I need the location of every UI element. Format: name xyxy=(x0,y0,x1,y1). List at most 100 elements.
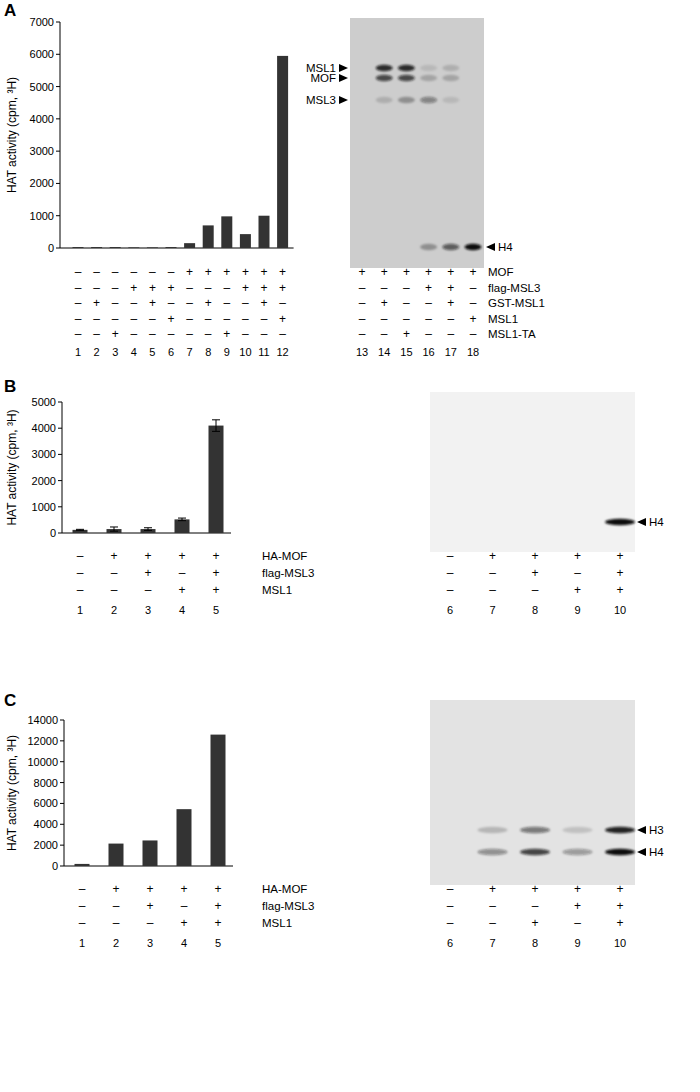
arrow xyxy=(486,243,495,251)
sign: – xyxy=(425,327,432,341)
sign: – xyxy=(130,296,137,310)
lane-number: 18 xyxy=(467,346,479,358)
y-tick xyxy=(56,215,60,216)
bar xyxy=(128,247,139,248)
sign: + xyxy=(212,583,219,597)
panel-letter: B xyxy=(4,377,16,396)
sign: + xyxy=(214,899,221,913)
lane-number: 10 xyxy=(239,346,251,358)
sign: + xyxy=(242,265,249,279)
sign: – xyxy=(149,312,156,326)
bar xyxy=(143,840,158,866)
axis-title: HAT activity (cpm, ³H) xyxy=(5,735,19,851)
sign: + xyxy=(180,916,187,930)
sign: – xyxy=(75,327,82,341)
sign: + xyxy=(223,327,230,341)
lane-number: 8 xyxy=(532,604,538,616)
band xyxy=(478,827,508,833)
y-tick-label: 4000 xyxy=(32,422,56,434)
sign: – xyxy=(168,265,175,279)
sign: – xyxy=(77,549,84,563)
sign: – xyxy=(186,327,193,341)
sign: – xyxy=(447,312,454,326)
y-tick xyxy=(60,866,64,867)
lane-number: 16 xyxy=(422,346,434,358)
band-label: H4 xyxy=(649,516,664,528)
y-tick-label: 2000 xyxy=(34,839,58,851)
y-tick-label: 1000 xyxy=(32,501,56,513)
lane-number: 8 xyxy=(532,937,538,949)
sign: – xyxy=(261,312,268,326)
sign: – xyxy=(186,296,193,310)
band xyxy=(478,849,508,855)
band xyxy=(520,519,550,525)
error-bar xyxy=(76,529,84,530)
sign: + xyxy=(110,549,117,563)
sign: + xyxy=(205,296,212,310)
y-tick-label: 3000 xyxy=(32,448,56,460)
lane-number: 9 xyxy=(224,346,230,358)
sign: – xyxy=(205,281,212,295)
bar xyxy=(209,426,224,533)
panel-letter: C xyxy=(4,691,16,710)
sign: + xyxy=(279,265,286,279)
band-label: MSL3 xyxy=(306,94,336,106)
sign: + xyxy=(112,327,119,341)
row-label: MSL1 xyxy=(488,313,518,325)
y-tick xyxy=(60,824,64,825)
sign: – xyxy=(403,312,410,326)
sign: + xyxy=(260,281,267,295)
sign: – xyxy=(403,281,410,295)
lane-number: 4 xyxy=(131,346,137,358)
y-axis xyxy=(62,402,63,533)
y-tick-label: 10000 xyxy=(27,756,58,768)
y-tick xyxy=(60,720,64,721)
band-label: H4 xyxy=(498,241,513,253)
y-tick xyxy=(60,845,64,846)
sign: – xyxy=(447,899,454,913)
sign: – xyxy=(447,916,454,930)
band xyxy=(420,65,437,71)
lane-number: 3 xyxy=(112,346,118,358)
sign: + xyxy=(144,549,151,563)
y-tick-label: 2000 xyxy=(30,177,54,189)
band xyxy=(354,75,371,81)
band xyxy=(435,827,465,833)
sign: – xyxy=(111,566,118,580)
sign: – xyxy=(168,296,175,310)
band xyxy=(376,75,393,81)
y-tick xyxy=(56,86,60,87)
bars xyxy=(73,420,224,533)
sign: + xyxy=(242,281,249,295)
sign: – xyxy=(130,312,137,326)
arrow xyxy=(637,826,646,834)
bars xyxy=(73,56,289,248)
sign: + xyxy=(279,312,286,326)
lane-number: 17 xyxy=(445,346,457,358)
sign: – xyxy=(279,296,286,310)
band xyxy=(605,519,635,525)
lane-number: 1 xyxy=(77,604,83,616)
sign: + xyxy=(616,899,623,913)
y-axis xyxy=(60,22,61,248)
lane-number: 1 xyxy=(75,346,81,358)
lane-number: 2 xyxy=(113,937,119,949)
lane-number: 4 xyxy=(181,937,187,949)
axis-title: HAT activity (cpm, ³H) xyxy=(5,409,19,525)
bar xyxy=(203,225,214,248)
band xyxy=(465,244,482,250)
sign: + xyxy=(178,583,185,597)
bar xyxy=(184,243,195,248)
arrow xyxy=(637,848,646,856)
sign: – xyxy=(149,265,156,279)
lane-number: 10 xyxy=(614,604,626,616)
error-line xyxy=(216,420,217,432)
sign: + xyxy=(146,882,153,896)
sign: – xyxy=(359,312,366,326)
y-tick-label: 0 xyxy=(52,860,58,872)
sign: – xyxy=(75,296,82,310)
sign: – xyxy=(447,566,454,580)
lane-number: 10 xyxy=(614,937,626,949)
band xyxy=(478,519,508,525)
band xyxy=(376,65,393,71)
